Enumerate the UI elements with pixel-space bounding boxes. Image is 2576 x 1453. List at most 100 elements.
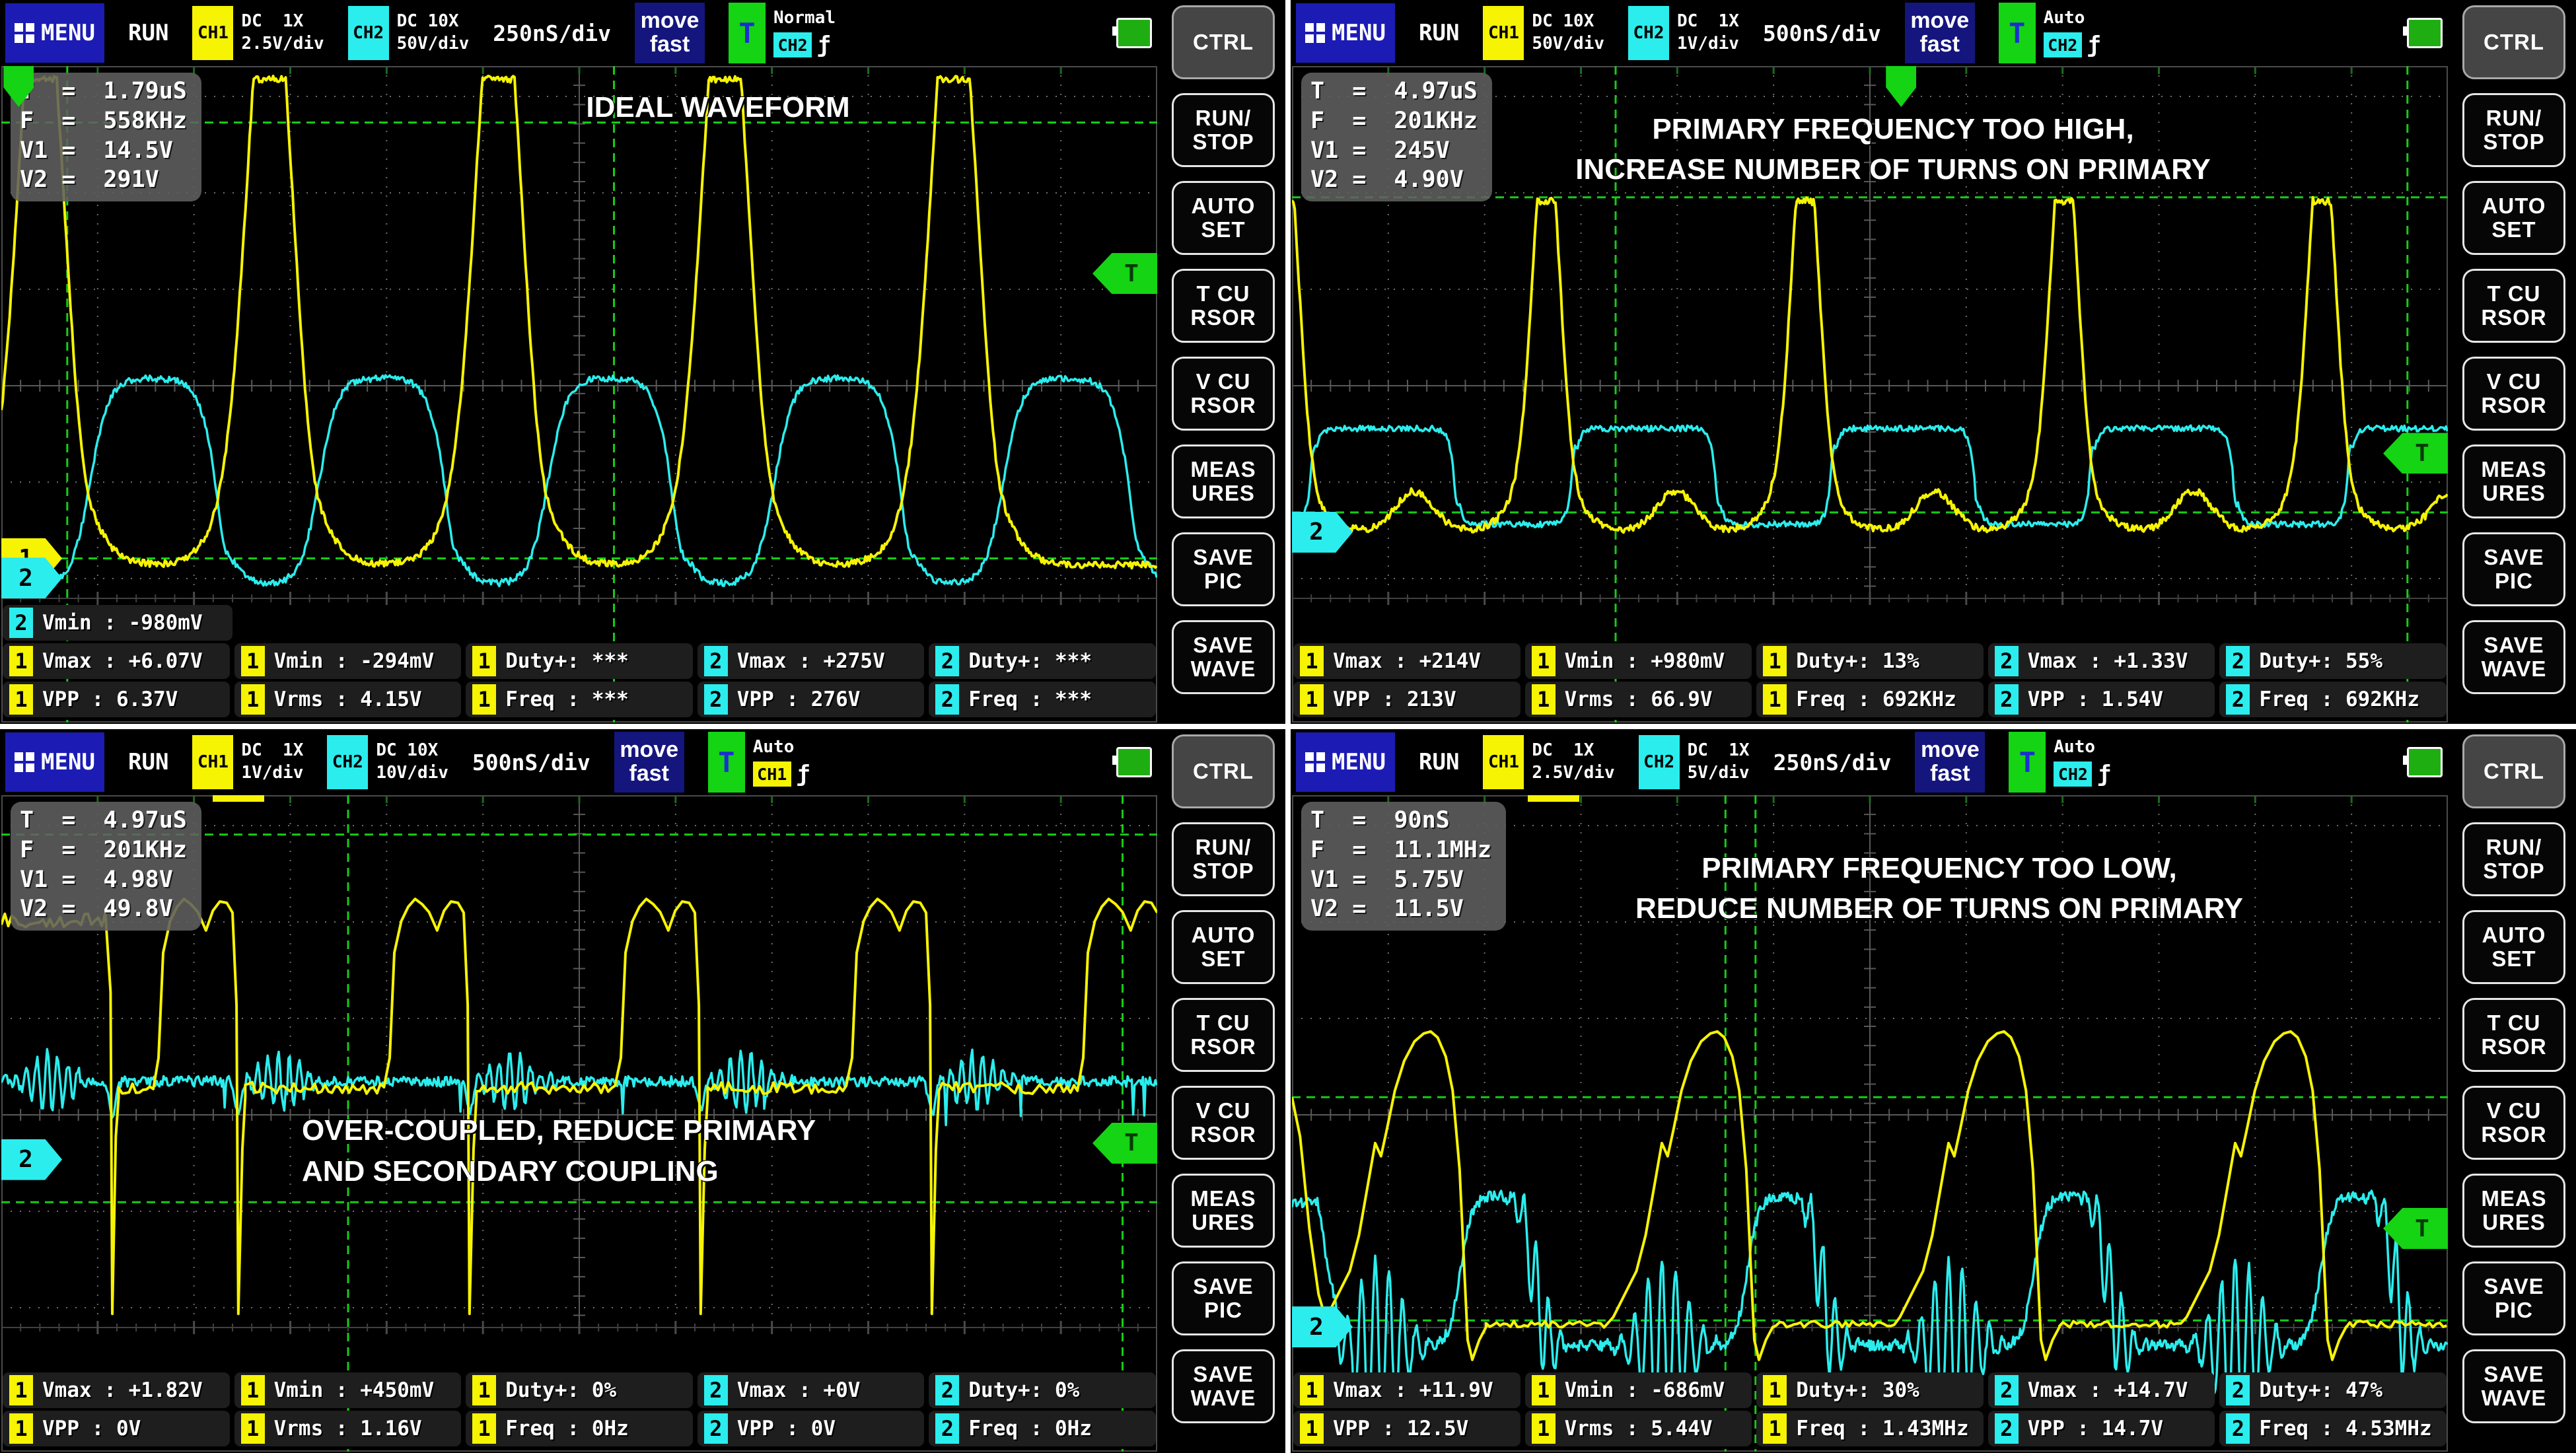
scope-sidebar: CTRL RUN/ STOP AUTO SET T CU RSOR V CU RSOR M… — [2452, 729, 2576, 1453]
sidebar-button-save-pic[interactable]: SAVE PIC — [2462, 532, 2565, 606]
sidebar-button-save-pic[interactable]: SAVE PIC — [2462, 1261, 2565, 1335]
sidebar-button-ctrl[interactable]: CTRL — [1172, 5, 1275, 79]
ch2-settings[interactable]: CH2 DC 10X 50V/div — [347, 6, 469, 60]
menu-button[interactable]: MENU — [5, 732, 104, 792]
channel-badge: 1 — [240, 684, 265, 715]
measurement-row: 1 VPP : 12.5V 1 Vrms : 5.44V 1 Freq : 1.43MHz… — [1293, 1411, 2447, 1446]
ch1-badge: CH1 — [1483, 6, 1524, 60]
timebase[interactable]: 250nS/div — [493, 20, 612, 46]
sidebar-button-t-cu-rsor[interactable]: T CU RSOR — [1172, 269, 1275, 343]
sidebar-button-save-wave[interactable]: SAVE WAVE — [2462, 1349, 2565, 1423]
scope-sidebar: CTRL RUN/ STOP AUTO SET T CU RSOR V CU RSOR M… — [1161, 729, 1285, 1453]
sidebar-button-run-stop[interactable]: RUN/ STOP — [1172, 822, 1275, 896]
overlay-line: T = 4.97uS — [1310, 78, 1478, 104]
sidebar-button-ctrl[interactable]: CTRL — [2462, 734, 2565, 808]
menu-button[interactable]: MENU — [1296, 732, 1395, 792]
move-fast-line2: fast — [1930, 761, 1970, 786]
sidebar-button-v-cu-rsor[interactable]: V CU RSOR — [1172, 357, 1275, 431]
measurement-text: Duty+: 55% — [2259, 649, 2383, 673]
sidebar-button-v-cu-rsor[interactable]: V CU RSOR — [2462, 1086, 2565, 1160]
move-fast-button[interactable]: move fast — [1904, 3, 1975, 63]
scope-sidebar: CTRL RUN/ STOP AUTO SET T CU RSOR V CU RSOR M… — [2452, 0, 2576, 724]
sidebar-button-t-cu-rsor[interactable]: T CU RSOR — [2462, 269, 2565, 343]
overlay-line: V1 = 5.75V — [1310, 866, 1464, 893]
sidebar-button-save-wave[interactable]: SAVE WAVE — [2462, 620, 2565, 694]
sidebar-button-meas-ures[interactable]: MEAS URES — [2462, 444, 2565, 518]
trigger-settings[interactable]: T Auto CH1 ƒ — [707, 732, 810, 793]
sidebar-button-save-wave[interactable]: SAVE WAVE — [1172, 620, 1275, 694]
ch2-coupling: DC 10X — [376, 740, 439, 761]
ch1-offscreen-position-marker — [1527, 795, 1579, 802]
annotation-line: INCREASE NUMBER OF TURNS ON PRIMARY — [1575, 153, 2211, 186]
measurement-box: 2 Vmax : +275V — [697, 643, 925, 679]
move-fast-button[interactable]: move fast — [614, 732, 684, 793]
sidebar-button-auto-set[interactable]: AUTO SET — [2462, 910, 2565, 984]
menu-button[interactable]: MENU — [5, 3, 104, 63]
timebase[interactable]: 250nS/div — [1773, 749, 1892, 775]
menu-button[interactable]: MENU — [1296, 3, 1395, 63]
trigger-edge-icon: ƒ — [2087, 32, 2101, 58]
sidebar-button-v-cu-rsor[interactable]: V CU RSOR — [1172, 1086, 1275, 1160]
measurement-text: Duty+: 47% — [2259, 1378, 2383, 1402]
move-fast-button[interactable]: move fast — [635, 3, 705, 63]
measurement-row: 1 VPP : 0V 1 Vrms : 1.16V 1 Freq : 0Hz 2 VPP : … — [3, 1411, 1156, 1446]
waveform-display[interactable]: PRIMARY FREQUENCY TOO HIGH, INCREASE NUMB… — [1292, 66, 2448, 723]
ch1-offscreen-position-marker — [212, 795, 264, 802]
sidebar-button-meas-ures[interactable]: MEAS URES — [1172, 444, 1275, 518]
ch1-settings[interactable]: CH1 DC 10X 50V/div — [1483, 6, 1604, 60]
sidebar-button-t-cu-rsor[interactable]: T CU RSOR — [1172, 998, 1275, 1072]
channel-badge: 2 — [1994, 646, 2019, 676]
sidebar-button-t-cu-rsor[interactable]: T CU RSOR — [2462, 998, 2565, 1072]
channel-badge: 2 — [2226, 684, 2250, 715]
measurement-text: Duty+: *** — [505, 649, 629, 673]
trigger-settings[interactable]: T Auto CH2 ƒ — [1998, 3, 2101, 63]
ch1-settings[interactable]: CH1 DC 1X 2.5V/div — [192, 6, 324, 60]
trigger-source-badge: CH2 — [773, 32, 812, 57]
sidebar-button-run-stop[interactable]: RUN/ STOP — [2462, 822, 2565, 896]
waveform-display[interactable]: OVER-COUPLED, REDUCE PRIMARY AND SECONDAR… — [1, 795, 1157, 1452]
measurement-box: 1 Freq : 692KHz — [1756, 682, 1984, 717]
sidebar-button-auto-set[interactable]: AUTO SET — [1172, 910, 1275, 984]
sidebar-button-v-cu-rsor[interactable]: V CU RSOR — [2462, 357, 2565, 431]
ch1-settings[interactable]: CH1 DC 1X 2.5V/div — [1483, 735, 1615, 789]
sidebar-button-meas-ures[interactable]: MEAS URES — [2462, 1174, 2565, 1248]
sidebar-button-meas-ures[interactable]: MEAS URES — [1172, 1174, 1275, 1248]
ch1-badge: CH1 — [192, 6, 234, 60]
oscilloscope-screen: MENU RUN CH1 DC 1X 2.5V/div CH2 DC 1X 5V/d… — [1291, 729, 2576, 1453]
sidebar-button-auto-set[interactable]: AUTO SET — [1172, 181, 1275, 255]
trigger-settings[interactable]: T Normal CH2 ƒ — [729, 3, 836, 63]
waveform-plot — [1, 66, 1157, 723]
measurement-box: 2 Vmax : +14.7V — [1987, 1372, 2215, 1408]
sidebar-button-run-stop[interactable]: RUN/ STOP — [2462, 93, 2565, 167]
ch2-coupling: DC 1X — [1687, 740, 1750, 761]
measurement-text: Vmax : +11.9V — [1333, 1378, 1493, 1402]
sidebar-button-save-pic[interactable]: SAVE PIC — [1172, 1261, 1275, 1335]
ch1-settings[interactable]: CH1 DC 1X 1V/div — [192, 735, 303, 789]
sidebar-button-ctrl[interactable]: CTRL — [1172, 734, 1275, 808]
trigger-detail: Auto CH2 ƒ — [2054, 737, 2111, 787]
overlay-line: F = 558KHz — [20, 107, 187, 134]
measurement-box: 1 Vmax : +214V — [1293, 643, 1521, 679]
ch2-settings[interactable]: CH2 DC 10X 10V/div — [327, 735, 448, 789]
scope-sidebar: CTRL RUN/ STOP AUTO SET T CU RSOR V CU RSOR M… — [1161, 0, 1285, 724]
channel-badge: 2 — [2226, 1375, 2250, 1405]
ch2-settings[interactable]: CH2 DC 1X 1V/div — [1628, 6, 1739, 60]
trigger-settings[interactable]: T Auto CH2 ƒ — [2009, 732, 2111, 793]
ch1-info: DC 1X 1V/div — [241, 740, 303, 785]
measurement-box: 2 VPP : 276V — [697, 682, 925, 717]
run-status: RUN — [128, 20, 169, 46]
ch2-scale: 5V/div — [1687, 763, 1750, 783]
sidebar-button-save-wave[interactable]: SAVE WAVE — [1172, 1349, 1275, 1423]
sidebar-button-ctrl[interactable]: CTRL — [2462, 5, 2565, 79]
measurement-text: Freq : *** — [505, 688, 629, 711]
move-fast-button[interactable]: move fast — [1915, 732, 1986, 793]
sidebar-button-run-stop[interactable]: RUN/ STOP — [1172, 93, 1275, 167]
timebase[interactable]: 500nS/div — [1762, 20, 1881, 46]
sidebar-button-auto-set[interactable]: AUTO SET — [2462, 181, 2565, 255]
sidebar-button-save-pic[interactable]: SAVE PIC — [1172, 532, 1275, 606]
trigger-edge-icon: ƒ — [796, 761, 810, 787]
ch2-settings[interactable]: CH2 DC 1X 5V/div — [1638, 735, 1750, 789]
timebase[interactable]: 500nS/div — [472, 749, 590, 775]
waveform-display[interactable]: PRIMARY FREQUENCY TOO LOW, REDUCE NUMBER … — [1292, 795, 2448, 1452]
waveform-display[interactable]: IDEAL WAVEFORM T = 1.79uS F = 558KHz V1 = … — [1, 66, 1157, 723]
